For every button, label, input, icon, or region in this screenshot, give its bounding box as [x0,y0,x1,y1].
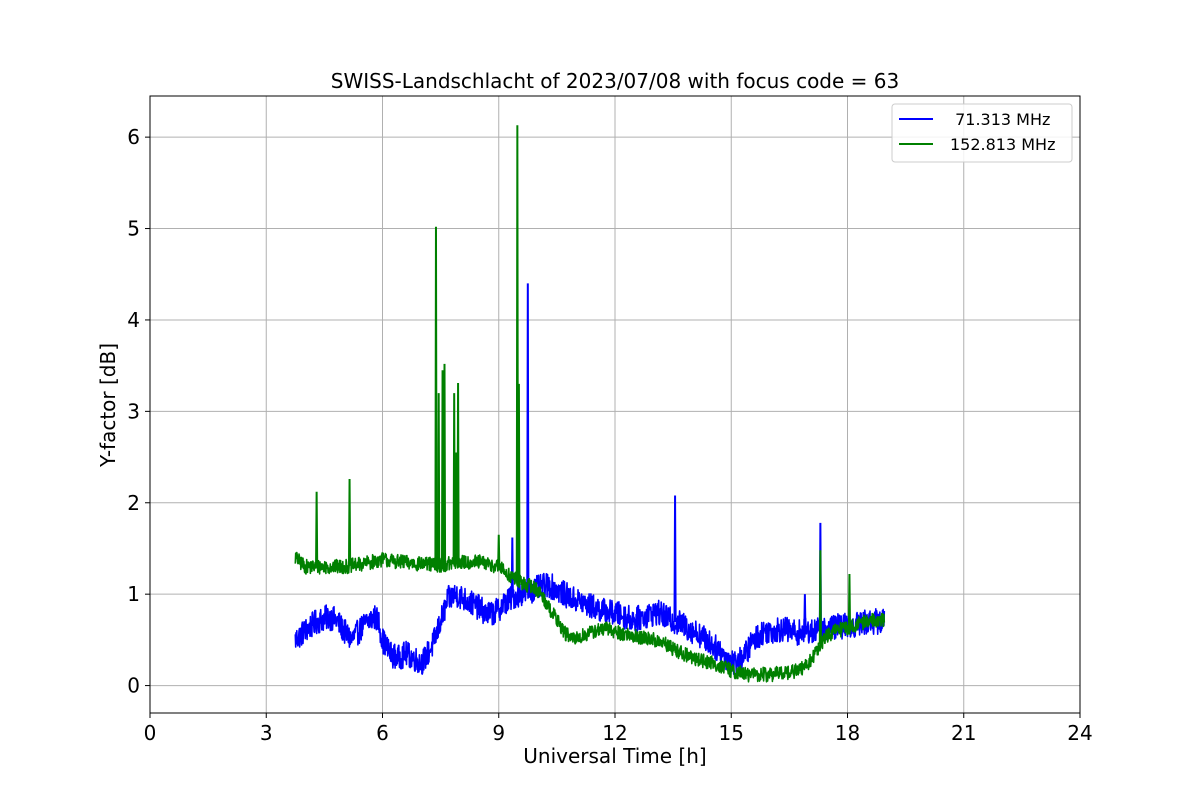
y-axis-label: Y-factor [dB] [96,343,120,468]
x-tick-label: 24 [1067,721,1092,745]
x-tick-label: 0 [144,721,157,745]
spike-point [526,283,530,592]
spike-point [437,393,441,565]
y-tick-label: 3 [127,399,140,423]
legend: 71.313 MHz 152.813 MHz [891,103,1073,163]
x-tick-label: 9 [492,721,505,745]
series-2 [294,125,886,683]
spike-point [847,574,852,627]
chart-title: SWISS-Landschlacht of 2023/07/08 with fo… [331,69,899,93]
spike-point [673,495,677,623]
x-axis-label: Universal Time [h] [523,744,706,768]
spike-point [456,383,460,563]
series-line [294,551,886,683]
x-tick-label: 6 [376,721,389,745]
x-tick-label: 18 [835,721,860,745]
spike-point [454,452,458,563]
series-layer [294,125,886,683]
spike-point [510,537,514,598]
legend-box [891,103,1073,163]
x-tick-label: 12 [602,721,627,745]
spike-point [347,478,352,566]
spike-point [434,226,438,565]
spike-point [497,534,501,567]
legend-label: 152.813 MHz [950,135,1055,154]
y-tick-label: 5 [127,217,140,241]
spike-point [515,125,519,581]
x-tick-label: 15 [719,721,744,745]
y-tick-label: 0 [127,674,140,698]
x-tick-label: 3 [260,721,273,745]
spike-point [818,550,822,645]
y-tick-label: 1 [127,582,140,606]
y-tick-label: 6 [127,125,140,149]
spike-point [440,370,445,565]
legend-label: 71.313 MHz [950,110,1050,129]
spike-point [442,363,447,565]
spike-point [315,491,319,567]
spike-point [517,383,521,582]
x-tick-label: 21 [951,721,976,745]
spike-point [452,393,456,564]
y-tick-label: 2 [127,491,140,515]
series-line [294,572,886,675]
spike-point [803,594,807,631]
y-tick-label: 4 [127,308,140,332]
